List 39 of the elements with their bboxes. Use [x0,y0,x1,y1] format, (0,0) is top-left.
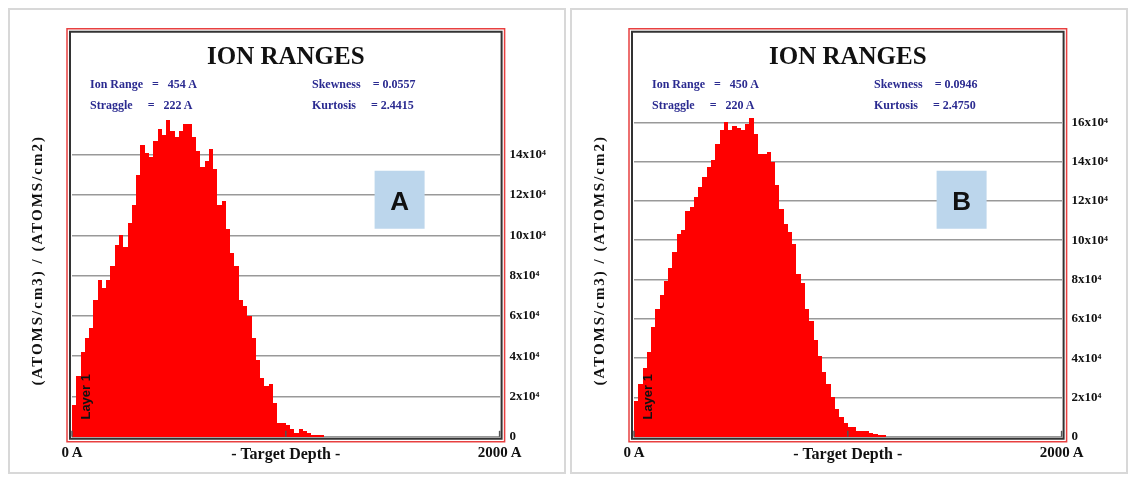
y-tick-label: 2x10⁴ [1071,388,1102,404]
annotation: Layer 1 [640,374,655,420]
y-tick-label: 6x10⁴ [509,307,540,323]
y-tick-label: 0 [509,428,517,444]
y-tick-label: 2x10⁴ [509,387,540,403]
y-axis-title: (ATOMS/cm3) / (ATOMS/cm2) [591,135,608,386]
annotation: Ion Range = 454 A [90,76,198,91]
x-tick-label: 0 A [623,443,645,460]
y-tick-label: 14x10⁴ [509,146,547,162]
y-tick-label: 10x10⁴ [509,226,547,242]
y-tick-label: 8x10⁴ [509,266,540,282]
y-tick-label: 0 [1071,428,1079,444]
x-axis-title: - Target Depth - [231,444,341,463]
annotation: Straggle = 222 A [90,97,193,112]
y-tick-label: 12x10⁴ [509,186,547,202]
x-tick-label: 2000 A [477,443,522,460]
y-tick-label: 4x10⁴ [1071,349,1102,365]
annotation: Straggle = 220 A [652,97,755,112]
y-tick-label: 6x10⁴ [1071,310,1102,326]
y-tick-label: 16x10⁴ [1071,113,1109,129]
annotation: B [952,185,971,216]
x-tick-label: 0 A [61,443,83,460]
annotation: Layer 1 [78,374,93,420]
x-axis-title: - Target Depth - [793,444,903,463]
annotation: Kurtosis = 2.4750 [874,97,976,112]
y-tick-label: 14x10⁴ [1071,152,1109,168]
y-tick-label: 10x10⁴ [1071,231,1109,247]
annotation: Kurtosis = 2.4415 [312,97,414,112]
y-tick-label: 8x10⁴ [1071,270,1102,286]
annotation: Skewness = 0.0946 [874,76,978,91]
y-tick-label: 4x10⁴ [509,347,540,363]
y-axis-title: (ATOMS/cm3) / (ATOMS/cm2) [29,135,46,386]
chart-title: ION RANGES [768,41,927,69]
annotation: Ion Range = 450 A [652,76,760,91]
x-tick-label: 2000 A [1039,443,1084,460]
y-tick-label: 12x10⁴ [1071,192,1109,208]
annotation: Skewness = 0.0557 [312,76,416,91]
annotation: A [390,185,410,216]
chart-title: ION RANGES [206,41,365,69]
